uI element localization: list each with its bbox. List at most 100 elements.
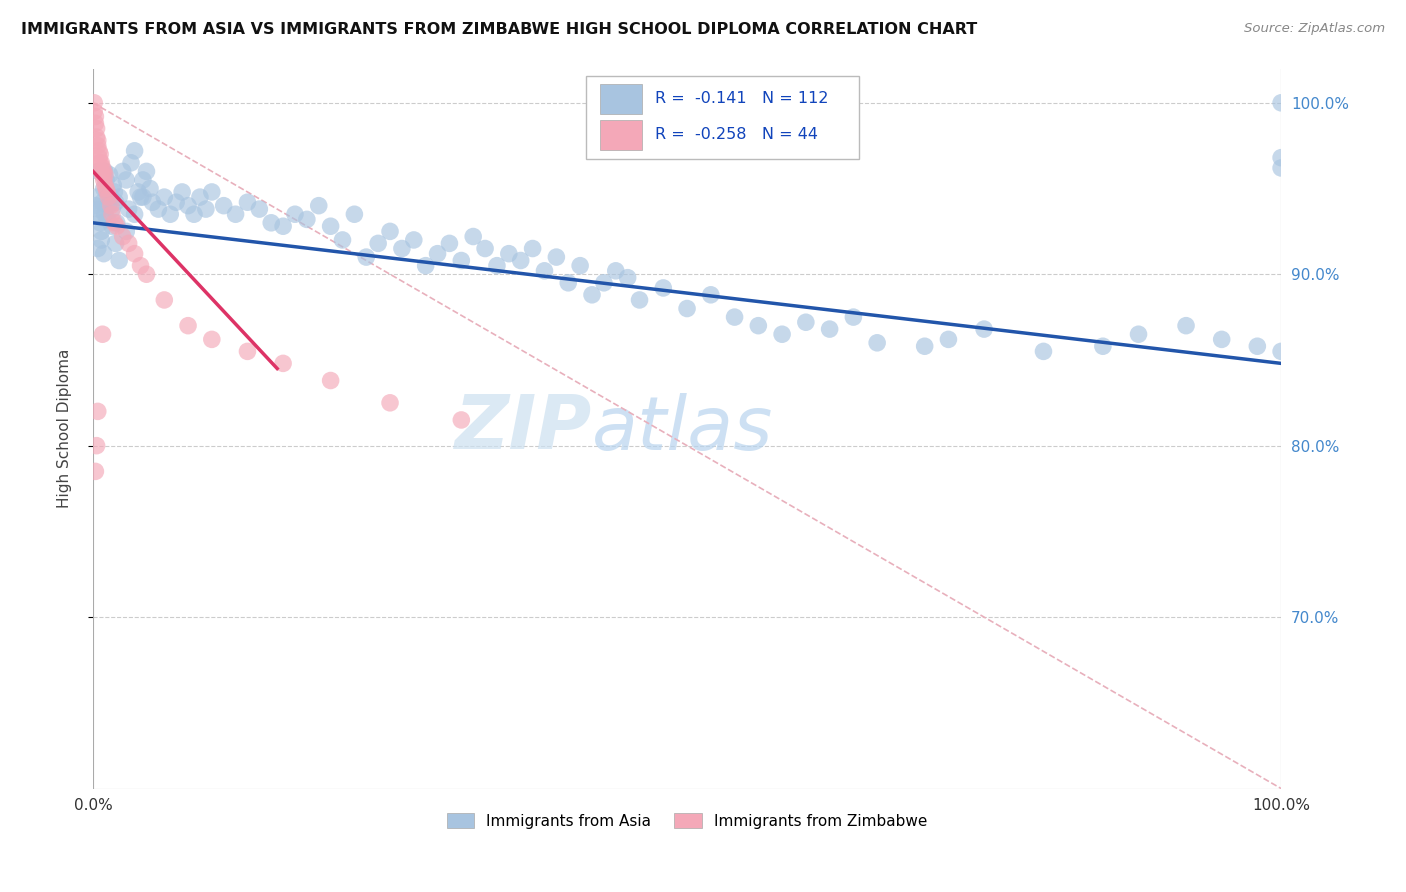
Point: [165, 195, 187, 210]
Point: [87, 151, 110, 165]
Point: [104, 236, 127, 251]
Point: [148, 202, 170, 216]
Point: [271, 219, 294, 234]
Point: [177, 318, 200, 333]
Point: [89, 147, 111, 161]
Point: [103, 216, 125, 230]
Point: [172, 185, 194, 199]
Point: [105, 219, 128, 234]
Point: [1032, 344, 1054, 359]
Point: [86, 439, 108, 453]
Point: [96, 185, 118, 199]
Point: [533, 264, 555, 278]
Point: [83, 104, 105, 119]
Point: [356, 250, 378, 264]
Point: [391, 242, 413, 256]
Point: [124, 207, 146, 221]
Point: [141, 195, 163, 210]
Point: [546, 250, 568, 264]
Point: [91, 195, 114, 210]
Point: [87, 144, 110, 158]
Point: [367, 236, 389, 251]
Point: [94, 207, 117, 221]
Point: [96, 212, 118, 227]
Point: [378, 396, 401, 410]
Point: [94, 164, 117, 178]
Point: [118, 236, 141, 251]
Point: [91, 161, 114, 175]
Point: [1128, 327, 1150, 342]
Point: [90, 224, 112, 238]
Point: [522, 242, 544, 256]
Point: [1270, 95, 1292, 110]
Point: [87, 164, 110, 178]
Point: [450, 413, 472, 427]
Point: [90, 233, 112, 247]
Point: [101, 207, 124, 221]
Point: [378, 224, 401, 238]
Bar: [600, 84, 643, 114]
Point: [83, 95, 105, 110]
Point: [652, 281, 675, 295]
Point: [973, 322, 995, 336]
Point: [1175, 318, 1198, 333]
Point: [1270, 161, 1292, 175]
Point: [90, 164, 112, 178]
Point: [93, 173, 115, 187]
FancyBboxPatch shape: [586, 76, 859, 159]
Point: [605, 264, 627, 278]
Point: [247, 202, 270, 216]
Point: [581, 288, 603, 302]
Point: [402, 233, 425, 247]
Point: [124, 246, 146, 260]
Point: [135, 267, 157, 281]
Point: [84, 464, 107, 478]
Point: [485, 259, 508, 273]
Point: [87, 207, 110, 221]
Point: [569, 259, 592, 273]
Point: [103, 185, 125, 199]
Point: [98, 168, 121, 182]
Point: [94, 181, 117, 195]
Point: [124, 144, 146, 158]
Point: [616, 270, 638, 285]
Point: [105, 216, 128, 230]
Point: [271, 356, 294, 370]
Point: [818, 322, 841, 336]
Point: [439, 236, 461, 251]
Point: [118, 202, 141, 216]
Text: Source: ZipAtlas.com: Source: ZipAtlas.com: [1244, 22, 1385, 36]
Point: [260, 216, 283, 230]
Point: [93, 246, 115, 260]
Point: [87, 242, 110, 256]
Point: [90, 156, 112, 170]
Bar: [600, 120, 643, 150]
Point: [332, 233, 354, 247]
Text: ZIP: ZIP: [454, 392, 592, 465]
Point: [159, 207, 181, 221]
Point: [1211, 332, 1233, 346]
Point: [101, 202, 124, 216]
Point: [308, 199, 330, 213]
Point: [91, 327, 114, 342]
Point: [96, 185, 118, 199]
Point: [450, 253, 472, 268]
Point: [770, 327, 793, 342]
Point: [86, 190, 108, 204]
Point: [236, 195, 259, 210]
Point: [101, 219, 124, 234]
Point: [120, 156, 142, 170]
Point: [557, 276, 579, 290]
Point: [139, 181, 162, 195]
Legend: Immigrants from Asia, Immigrants from Zimbabwe: Immigrants from Asia, Immigrants from Zi…: [440, 806, 934, 835]
Point: [1246, 339, 1268, 353]
Point: [153, 190, 176, 204]
Text: R =  -0.141   N = 112: R = -0.141 N = 112: [655, 91, 828, 106]
Point: [498, 246, 520, 260]
Point: [93, 181, 115, 195]
Point: [97, 190, 120, 204]
Point: [474, 242, 496, 256]
Point: [135, 164, 157, 178]
Point: [914, 339, 936, 353]
Point: [236, 344, 259, 359]
